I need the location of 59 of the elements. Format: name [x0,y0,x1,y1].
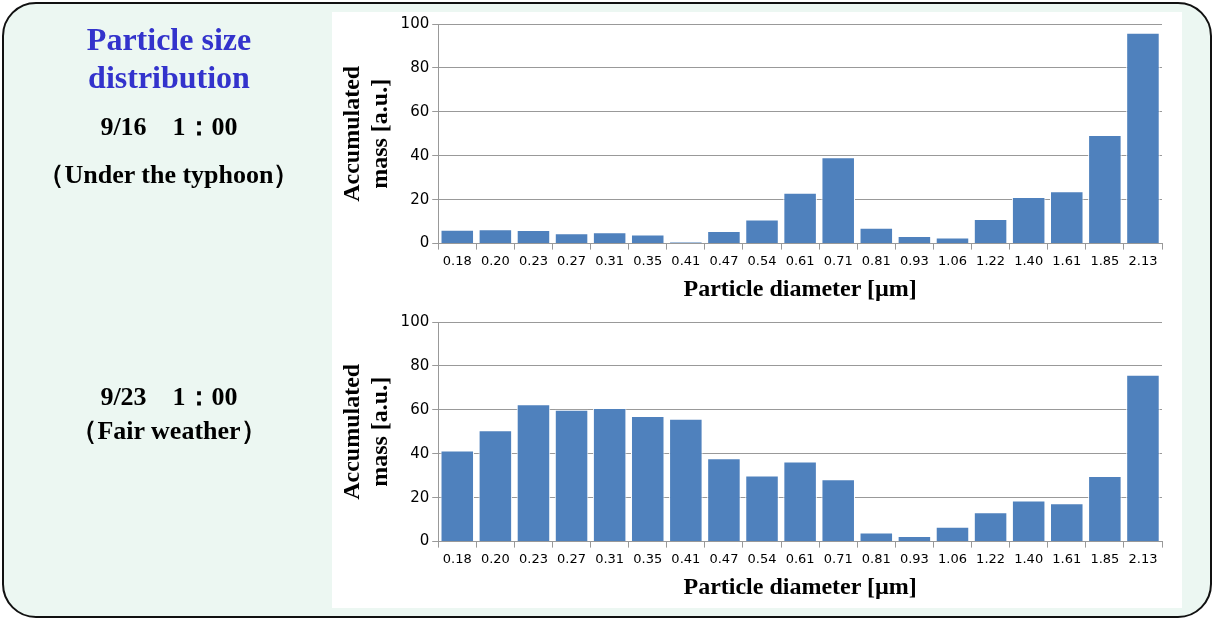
y-tick-label: 100 [400,311,430,330]
y-tick-label: 80 [410,355,430,374]
x-tick-label: 0.18 [442,550,472,566]
x-tick-label: 0.41 [671,550,701,566]
x-tick-label: 1.85 [1090,550,1120,566]
x-tick-label: 0.81 [861,252,891,268]
text: Particle size distribution [85,20,253,96]
x-tick-label: 0.71 [823,252,853,268]
x-tick-label: 2.13 [1128,550,1158,566]
x-tick-label: 0.18 [442,252,472,268]
x-tick-label: 0.23 [518,252,548,268]
y-tick-label: 80 [410,57,430,76]
y-tick-label: 40 [410,145,430,164]
x-tick-label: 1.61 [1052,550,1082,566]
x-axis-title: Particle diameter [µm] [683,572,917,599]
x-tick-label: 0.27 [557,550,587,566]
y-tick-label: 0 [419,531,430,550]
x-tick-label: 0.93 [899,252,929,268]
x-tick-label: 0.27 [557,252,587,268]
y-tick-label: 40 [410,443,430,462]
x-tick-label: 1.22 [976,550,1006,566]
x-tick-label: 0.47 [709,252,739,268]
y-tick-label: 20 [410,189,430,208]
x-tick-label: 0.81 [861,550,891,566]
x-tick-label: 1.06 [938,252,967,268]
x-tick-label: 1.40 [1014,252,1044,268]
text: （Under the typhoon） [37,159,301,191]
x-tick-label: 0.20 [480,550,510,566]
x-tick-label: 1.22 [976,252,1006,268]
x-tick-label: 0.41 [671,252,701,268]
x-tick-label: 0.54 [747,550,777,566]
y-tick-label: 60 [410,101,430,120]
x-tick-label: 0.20 [480,252,510,268]
x-tick-label: 0.47 [709,550,739,566]
y-tick-label: 100 [400,13,430,32]
x-tick-label: 0.23 [518,550,548,566]
x-tick-label: 1.85 [1090,252,1120,268]
x-tick-label: 0.35 [633,252,663,268]
x-tick-label: 0.61 [785,252,815,268]
x-tick-label: 0.93 [899,550,929,566]
x-axis-title: Particle diameter [µm] [683,274,917,301]
text: 9/23 1：00 [99,381,239,413]
y-axis-title: Accumulated mass [a.u.] [337,363,393,500]
x-tick-label: 1.40 [1014,550,1044,566]
text: （Fair weather） [70,415,268,447]
x-tick-label: 1.61 [1052,252,1082,268]
x-tick-label: 2.13 [1128,252,1158,268]
x-tick-label: 0.61 [785,550,815,566]
x-tick-label: 0.31 [595,550,625,566]
y-axis-title: Accumulated mass [a.u.] [337,65,393,202]
x-tick-label: 0.71 [823,550,853,566]
y-tick-label: 0 [419,233,430,252]
y-tick-label: 20 [410,487,430,506]
x-tick-label: 0.31 [595,252,625,268]
x-tick-label: 0.35 [633,550,663,566]
y-tick-label: 60 [410,399,430,418]
text: 9/16 1：00 [99,111,239,143]
x-tick-label: 0.54 [747,252,777,268]
x-tick-label: 1.06 [938,550,967,566]
